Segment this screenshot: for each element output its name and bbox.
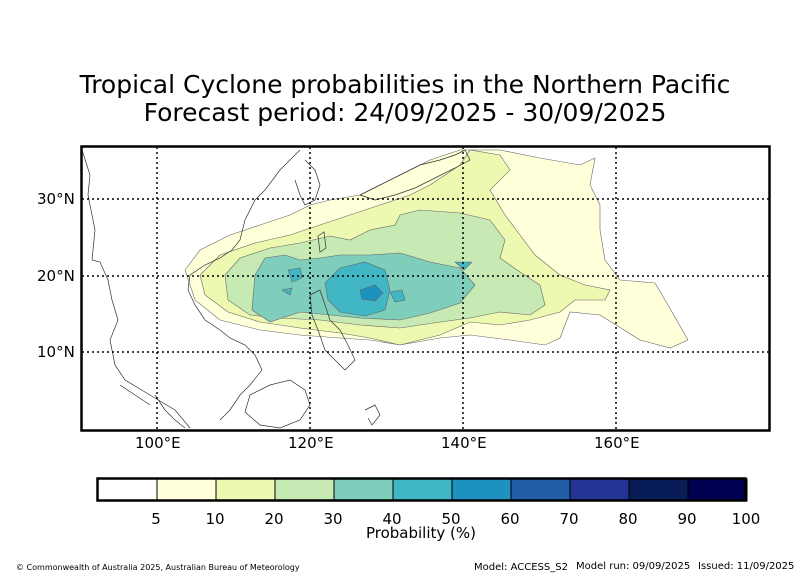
contour-50-60 [359,284,384,302]
contour-small-1 [287,267,303,283]
coast-sumatra-malay [119,384,186,429]
coast-japan [359,149,471,201]
lat-label-20n: 20°N [37,267,75,285]
lat-label-10n: 10°N [37,343,75,361]
colorbar-frame [96,477,747,502]
map-title-line1: Tropical Cyclone probabilities in the No… [79,70,731,99]
lon-label-100e: 100°E [135,434,181,452]
lat-label-30n: 30°N [37,190,75,208]
colorbar-tick: 10 [205,510,225,528]
colorbar-title: Probability (%) [365,524,477,542]
colorbar-segment [333,478,394,502]
colorbar-tick: 40 [382,510,402,528]
colorbar-segment [628,478,689,502]
colorbar-segment [274,478,335,502]
colorbar-tick: 60 [500,510,520,528]
contour-small-4 [281,287,293,296]
colorbar-tick: 90 [677,510,697,528]
contour-small-3 [389,289,406,303]
colorbar-tick: 5 [151,510,161,528]
colorbar-segment [451,478,512,502]
coast-taiwan [317,231,327,253]
model-run: Model run: 09/09/2025 [576,561,691,572]
lon-label-120e: 120°E [288,434,334,452]
colorbar-tick: 100 [731,510,761,528]
probability-contours [184,149,689,349]
colorbar-segment [569,478,630,502]
colorbar-tick: 80 [618,510,638,528]
colorbar-tick: 50 [441,510,461,528]
coast-asia-mainland [81,149,301,429]
issued-date: Issued: 11/09/2025 [698,561,795,572]
map-title-line2: Forecast period: 24/09/2025 - 30/09/2025 [143,98,667,127]
coast-sulawesi [364,404,381,426]
coast-borneo [244,379,311,429]
colorbar-segment [156,478,217,502]
coast-korea [294,159,321,206]
lon-label-140e: 140°E [441,434,487,452]
coastlines [81,149,471,429]
colorbar-segment [510,478,571,502]
copyright-text: © Commonwealth of Australia 2025, Austra… [16,563,300,572]
colorbar-tick: 30 [323,510,343,528]
colorbar-tick: 20 [264,510,284,528]
colorbar-segment [97,478,158,502]
colorbar-segment [392,478,453,502]
colorbar-segment [215,478,276,502]
gridlines [82,147,769,430]
colorbar [97,478,748,502]
map-frame [80,145,771,432]
colorbar-segment [687,478,748,502]
coast-philippines [309,289,356,371]
lon-label-160e: 160°E [594,434,640,452]
colorbar-tick: 70 [559,510,579,528]
model-name: Model: ACCESS_S2 [474,562,568,573]
